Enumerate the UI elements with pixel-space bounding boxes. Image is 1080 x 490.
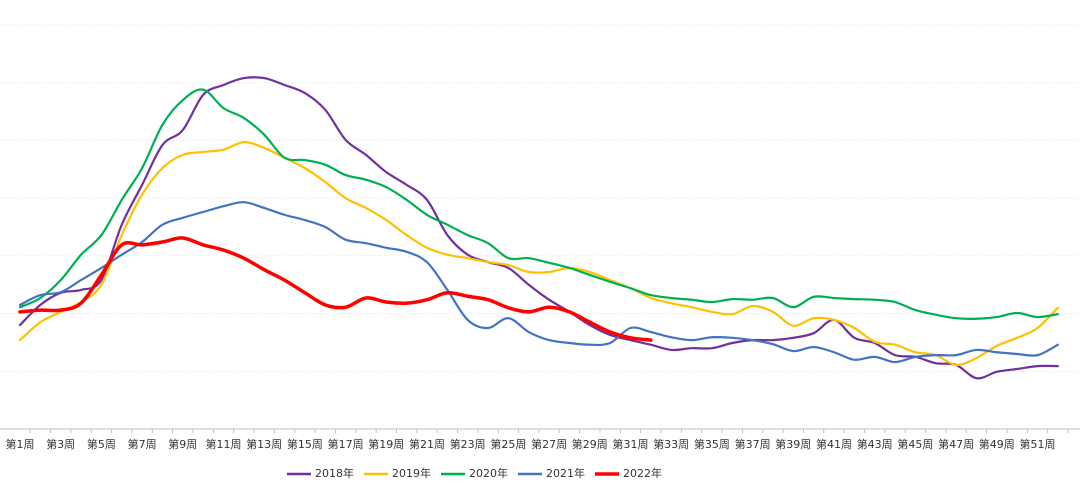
series-line <box>18 141 1059 367</box>
x-tick-label: 第25周 <box>490 437 526 451</box>
x-tick-label: 第21周 <box>409 437 445 451</box>
x-tick-label: 第33周 <box>653 437 689 451</box>
x-tick-label: 第51周 <box>1020 437 1056 451</box>
legend-label: 2021年 <box>546 466 585 480</box>
legend-label: 2019年 <box>392 466 431 480</box>
x-tick-label: 第11周 <box>206 437 242 451</box>
legend-label: 2018年 <box>315 466 354 480</box>
legend-label: 2020年 <box>469 466 508 480</box>
x-tick-label: 第45周 <box>897 437 933 451</box>
x-tick-label: 第23周 <box>450 437 486 451</box>
x-tick-label: 第47周 <box>938 437 974 451</box>
series-line <box>18 88 1059 320</box>
x-tick-label: 第17周 <box>328 437 364 451</box>
x-tick-label: 第39周 <box>775 437 811 451</box>
x-tick-label: 第7周 <box>128 437 157 451</box>
x-tick-label: 第9周 <box>168 437 197 451</box>
x-tick-label: 第49周 <box>979 437 1015 451</box>
x-tick-label: 第41周 <box>816 437 852 451</box>
series-line <box>18 201 1059 364</box>
x-tick-label: 第35周 <box>694 437 730 451</box>
x-tick-label: 第37周 <box>735 437 771 451</box>
x-tick-label: 第15周 <box>287 437 323 451</box>
x-tick-label: 第29周 <box>572 437 608 451</box>
x-tick-label: 第27周 <box>531 437 567 451</box>
legend-label: 2022年 <box>623 466 662 480</box>
x-tick-label: 第31周 <box>613 437 649 451</box>
x-tick-label: 第5周 <box>87 437 116 451</box>
x-tick-label: 第1周 <box>6 437 35 451</box>
x-tick-label: 第13周 <box>246 437 282 451</box>
series-line <box>18 236 653 342</box>
series-line <box>18 76 1059 380</box>
x-tick-label: 第19周 <box>368 437 404 451</box>
x-tick-label: 第43周 <box>857 437 893 451</box>
x-tick-label: 第3周 <box>46 437 75 451</box>
